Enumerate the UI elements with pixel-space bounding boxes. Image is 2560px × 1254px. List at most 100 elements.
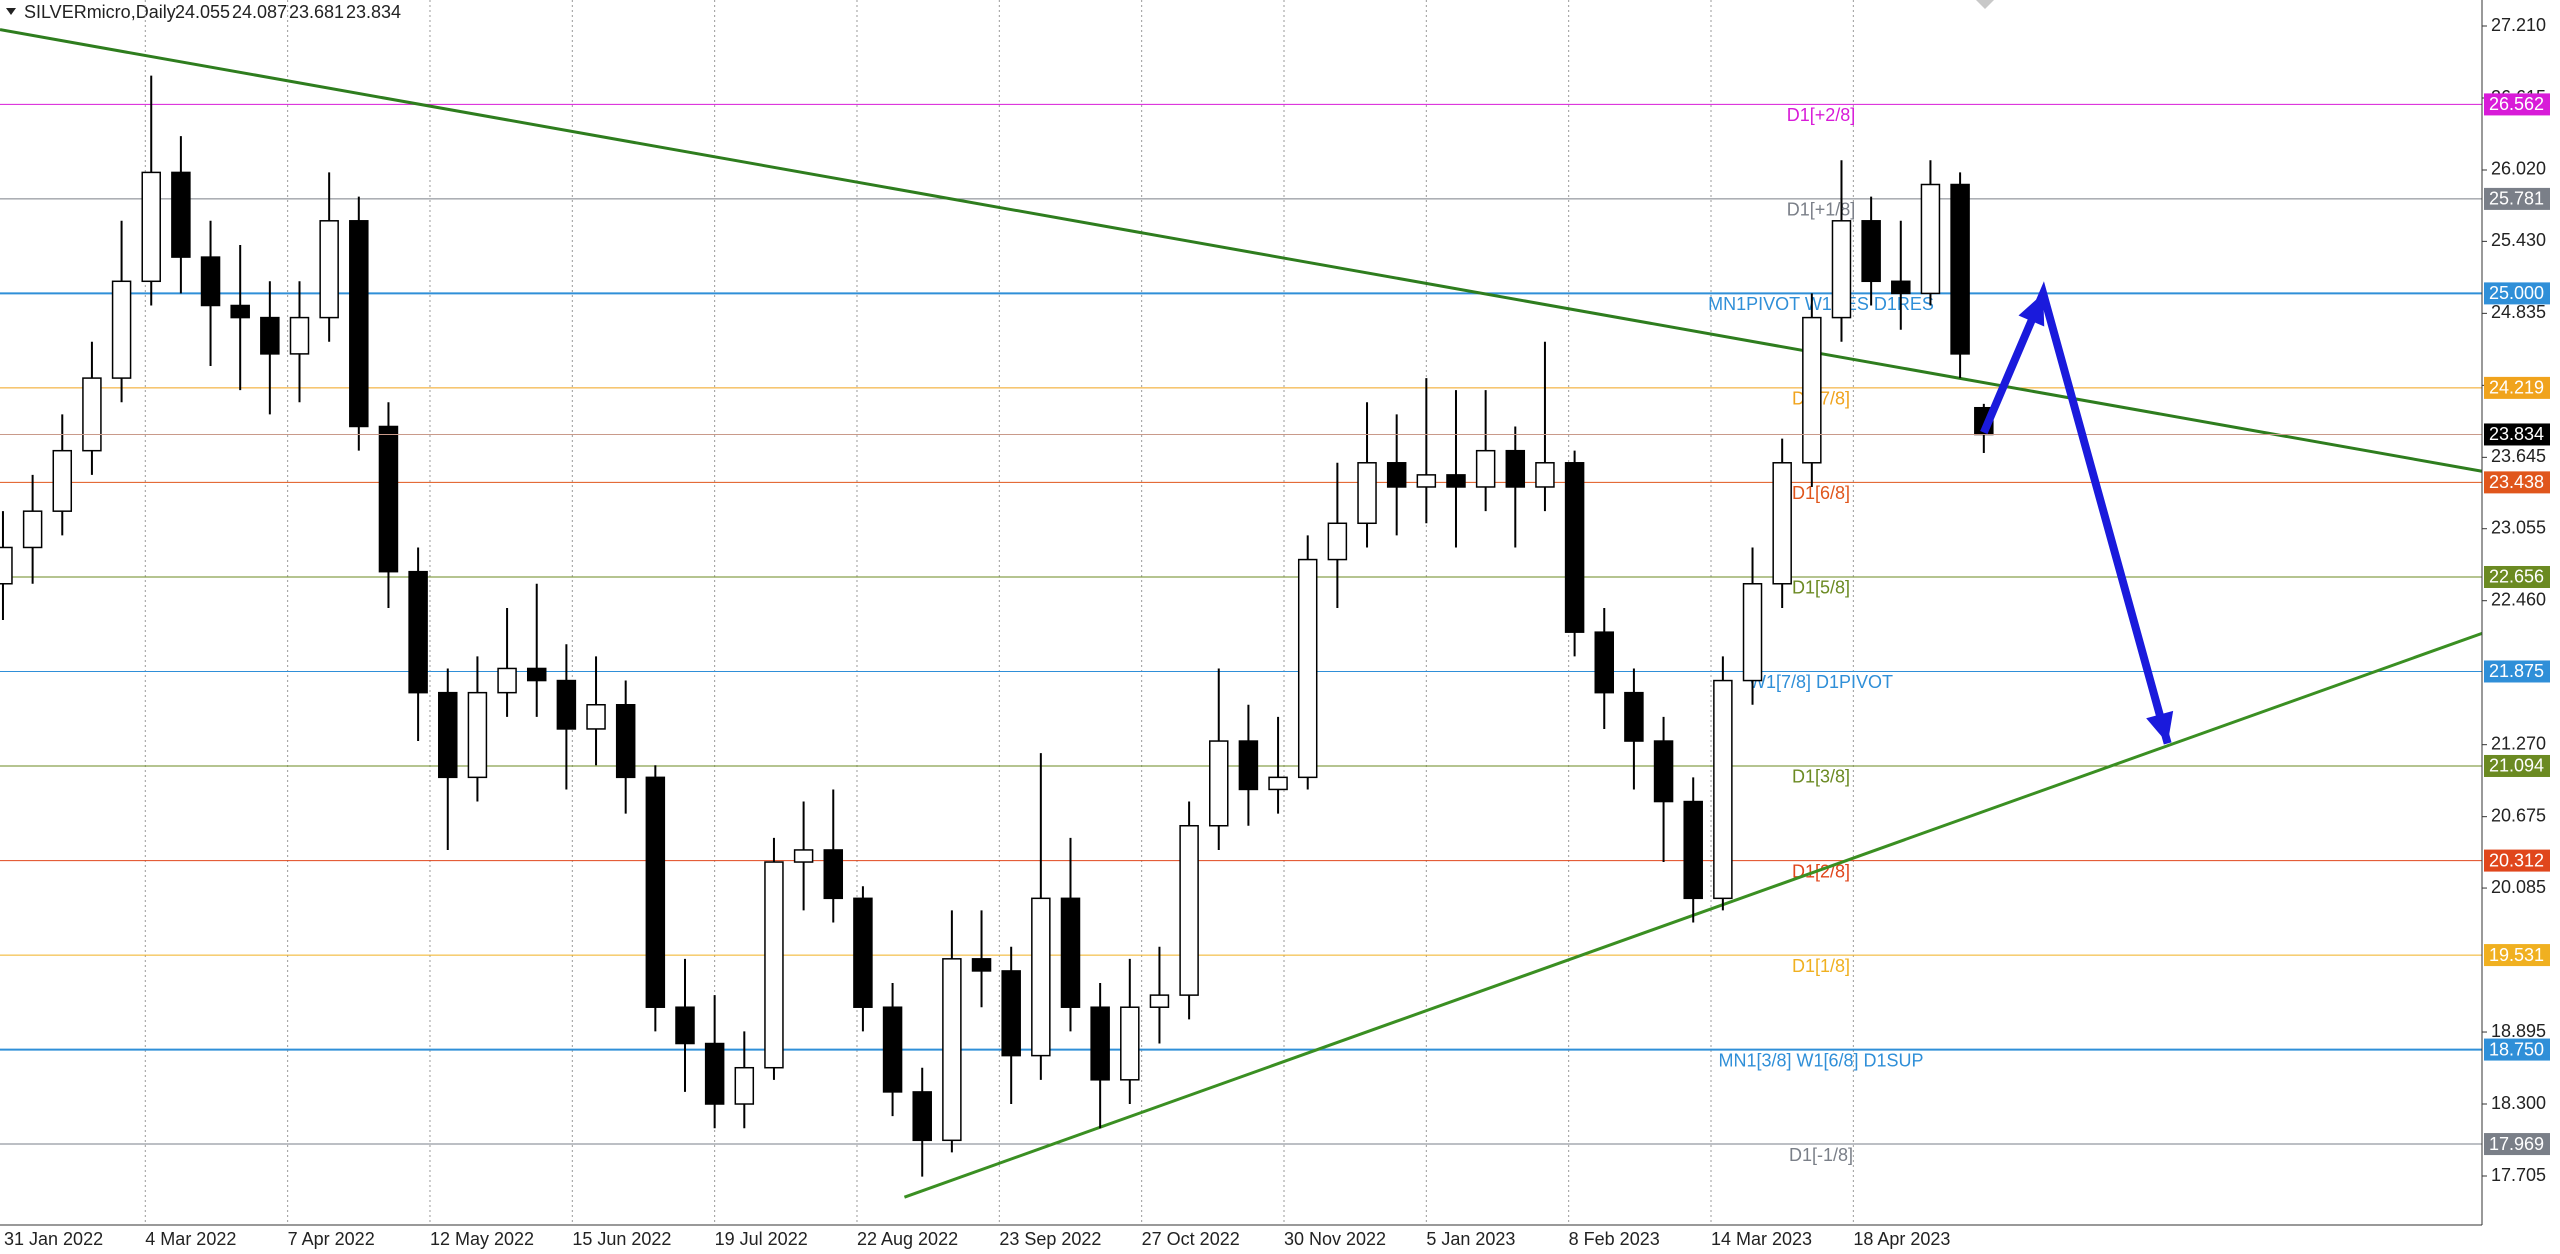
candle-body (1920, 183, 1941, 295)
price-box (2484, 944, 2550, 967)
x-tick-label: 30 Nov 2022 (1284, 1229, 1386, 1249)
y-tick-label: 21.270 (2491, 733, 2546, 753)
candle-body (497, 667, 517, 694)
candle-body (1653, 740, 1674, 803)
price-box-label: 23.834 (2489, 424, 2544, 444)
price-box (2484, 471, 2550, 494)
candle-body (1268, 776, 1288, 791)
ohlc-low: 23.681 (289, 2, 344, 22)
candle-body (793, 849, 814, 863)
candle-body (349, 220, 369, 428)
candle-body (971, 958, 992, 972)
candle-body (1179, 824, 1199, 996)
level-label: MN1[3/8] W1[6/8] D1SUP (1718, 1050, 1923, 1070)
ohlc-high: 24.087 (232, 2, 287, 22)
y-tick-label: 20.085 (2491, 877, 2546, 897)
price-box-label: 26.562 (2489, 94, 2544, 114)
candle-body (1831, 220, 1852, 319)
price-box-label: 22.656 (2489, 567, 2544, 587)
candle-body (319, 220, 339, 319)
candle-body (1001, 970, 1021, 1057)
candle-body (171, 171, 191, 258)
candle-body (289, 316, 310, 355)
x-tick-label: 12 May 2022 (430, 1229, 534, 1249)
candle-body (467, 691, 488, 779)
ohlc-close: 23.834 (346, 2, 401, 22)
candle-body (1713, 679, 1733, 900)
price-box-label: 17.969 (2489, 1134, 2544, 1154)
candle-body (1357, 462, 1377, 525)
candle-body (111, 280, 132, 379)
price-box (2484, 660, 2550, 683)
x-tick-label: 8 Feb 2023 (1569, 1229, 1660, 1249)
y-tick-label: 23.645 (2491, 446, 2546, 466)
candle-body (764, 861, 784, 1069)
candle-body (1475, 449, 1496, 488)
candle-body (912, 1091, 932, 1142)
candle-body (1535, 462, 1555, 488)
candle-body (1950, 183, 1970, 355)
x-tick-label: 23 Sep 2022 (999, 1229, 1101, 1249)
chart-title: SILVERmicro,Daily (24, 2, 176, 22)
level-label: D1[+2/8] (1787, 105, 1856, 125)
x-tick-label: 18 Apr 2023 (1853, 1229, 1950, 1249)
candle-body (1238, 740, 1259, 791)
candle-body (1891, 280, 1911, 295)
x-tick-label: 5 Jan 2023 (1426, 1229, 1515, 1249)
candle-body (378, 425, 399, 573)
x-tick-label: 15 Jun 2022 (572, 1229, 671, 1249)
candle-body (586, 704, 606, 730)
price-box-label: 19.531 (2489, 945, 2544, 965)
y-tick-label: 25.430 (2491, 230, 2546, 250)
candle-body (1742, 583, 1763, 682)
level-label: MN1PIVOT W1RES D1RES (1708, 294, 1934, 314)
price-box (2484, 849, 2550, 872)
candle-body (1505, 449, 1526, 488)
price-box-label: 25.000 (2489, 283, 2544, 303)
price-box (2484, 282, 2550, 305)
level-label: D1[5/8] (1792, 578, 1850, 598)
candle-body (0, 546, 13, 585)
candle-body (942, 958, 962, 1142)
level-label: W1[7/8] D1PIVOT (1749, 672, 1893, 692)
x-tick-label: 27 Oct 2022 (1142, 1229, 1240, 1249)
candle-body (1683, 800, 1703, 900)
price-box-label: 21.094 (2489, 756, 2544, 776)
price-box (2484, 1038, 2550, 1061)
y-tick-label: 26.020 (2491, 159, 2546, 179)
candle-body (823, 849, 844, 900)
candle-body (675, 1006, 695, 1045)
price-box-label: 21.875 (2489, 661, 2544, 681)
candle-body (1861, 220, 1881, 283)
candle-body (200, 256, 221, 307)
price-box-label: 25.781 (2489, 189, 2544, 209)
candle-body (22, 510, 43, 549)
candle-body (615, 704, 636, 779)
y-tick-label: 17.705 (2491, 1165, 2546, 1185)
candle-body (1594, 631, 1615, 694)
x-tick-label: 7 Apr 2022 (288, 1229, 375, 1249)
level-label: D1[-1/8] (1789, 1145, 1853, 1165)
candle-body (1060, 897, 1081, 1008)
y-tick-label: 27.210 (2491, 15, 2546, 35)
candle-body (82, 377, 102, 452)
price-box (2484, 423, 2550, 446)
candle-body (408, 570, 428, 694)
candle-body (1624, 691, 1644, 742)
y-tick-label: 18.895 (2491, 1021, 2546, 1041)
candle-body (1209, 740, 1229, 827)
price-box (2484, 1133, 2550, 1156)
candle-body (1772, 462, 1792, 585)
candle-body (1802, 316, 1822, 464)
candle-body (1297, 558, 1318, 779)
candle-body (1031, 897, 1051, 1057)
price-box (2484, 565, 2550, 588)
price-box (2484, 754, 2550, 777)
y-tick-label: 24.835 (2491, 302, 2546, 322)
candle-body (1446, 474, 1466, 488)
x-tick-label: 14 Mar 2023 (1711, 1229, 1812, 1249)
menu-icon (6, 8, 16, 15)
candle-body (1149, 994, 1170, 1008)
price-box-label: 23.438 (2489, 472, 2544, 492)
candle-body (52, 449, 73, 512)
